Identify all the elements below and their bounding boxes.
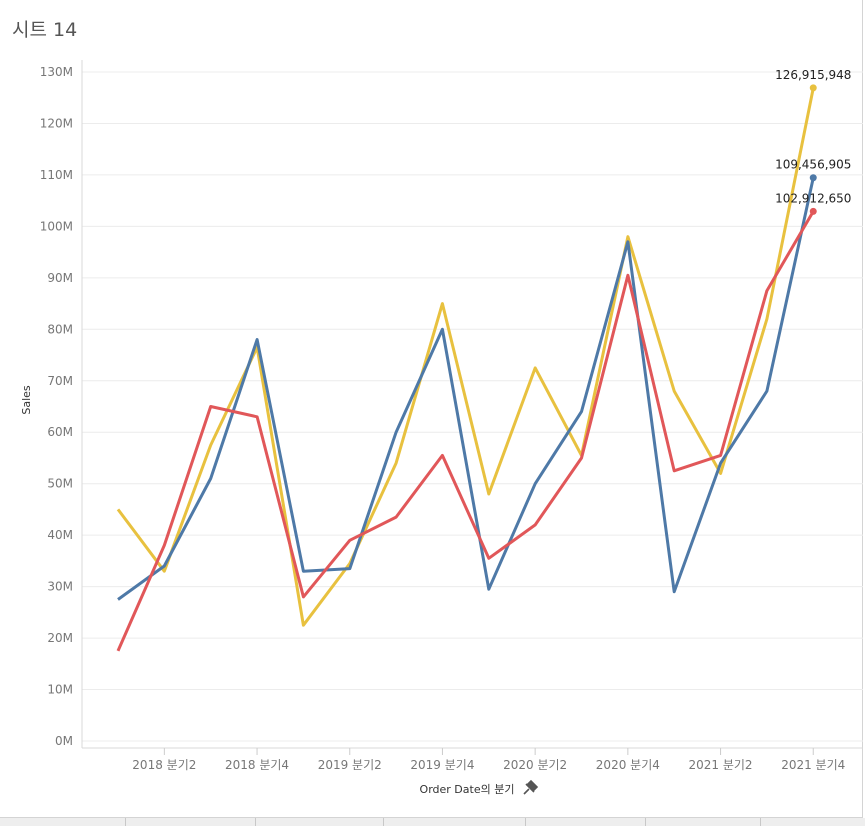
y-tick-label: 70M xyxy=(47,374,73,388)
y-axis-title: Sales xyxy=(20,385,33,415)
y-tick-label: 80M xyxy=(47,322,73,336)
sheet-title: 시트 14 xyxy=(12,19,78,41)
footer-strip xyxy=(0,818,865,826)
x-tick-label: 2020 분기4 xyxy=(596,758,660,772)
x-tick-label: 2018 분기2 xyxy=(132,758,196,772)
data-label-1: 109,456,905 xyxy=(775,158,851,172)
series-end-points xyxy=(809,84,817,215)
x-tick-label: 2018 분기4 xyxy=(225,758,289,772)
x-tick-label: 2021 분기2 xyxy=(689,758,753,772)
x-tick-label: 2019 분기4 xyxy=(410,758,474,772)
x-axis-title: Order Date의 분기 xyxy=(420,783,515,796)
x-tick-label: 2020 분기2 xyxy=(503,758,567,772)
y-tick-label: 40M xyxy=(47,528,73,542)
x-tick-label: 2021 분기4 xyxy=(781,758,845,772)
series-line-2[interactable] xyxy=(116,210,815,652)
series-lines xyxy=(116,87,815,652)
y-tick-label: 30M xyxy=(47,580,73,594)
y-tick-label: 10M xyxy=(47,683,73,697)
y-tick-label: 60M xyxy=(47,425,73,439)
gridlines xyxy=(81,60,863,749)
x-tick-label: 2019 분기2 xyxy=(318,758,382,772)
data-label-0: 126,915,948 xyxy=(775,68,851,82)
series-end-point-0[interactable] xyxy=(809,84,817,92)
y-axis-ticks: 0M 10M 20M 30M 40M 50M 60M 70M 80M 90M 100M 110M 120… xyxy=(40,65,73,748)
series-end-point-2[interactable] xyxy=(809,207,817,215)
data-labels: 126,915,948 109,456,905 102,912,650 xyxy=(775,68,851,206)
y-tick-label: 50M xyxy=(47,477,73,491)
y-tick-label: 20M xyxy=(47,631,73,645)
series-line-0[interactable] xyxy=(116,87,815,627)
y-tick-label: 90M xyxy=(47,271,73,285)
pin-icon[interactable] xyxy=(523,779,539,795)
x-axis-ticks: 2018 분기2 2018 분기4 2019 분기2 2019 분기4 2020 분기2… xyxy=(132,748,845,772)
series-line-1[interactable] xyxy=(117,177,815,601)
y-tick-label: 120M xyxy=(40,116,73,130)
pin-icon-shape xyxy=(523,779,539,795)
y-tick-label: 130M xyxy=(40,65,73,79)
y-tick-label: 0M xyxy=(55,734,73,748)
data-label-2: 102,912,650 xyxy=(775,191,851,205)
series-end-point-1[interactable] xyxy=(809,174,817,182)
y-tick-label: 100M xyxy=(40,219,73,233)
y-tick-label: 110M xyxy=(40,168,73,182)
